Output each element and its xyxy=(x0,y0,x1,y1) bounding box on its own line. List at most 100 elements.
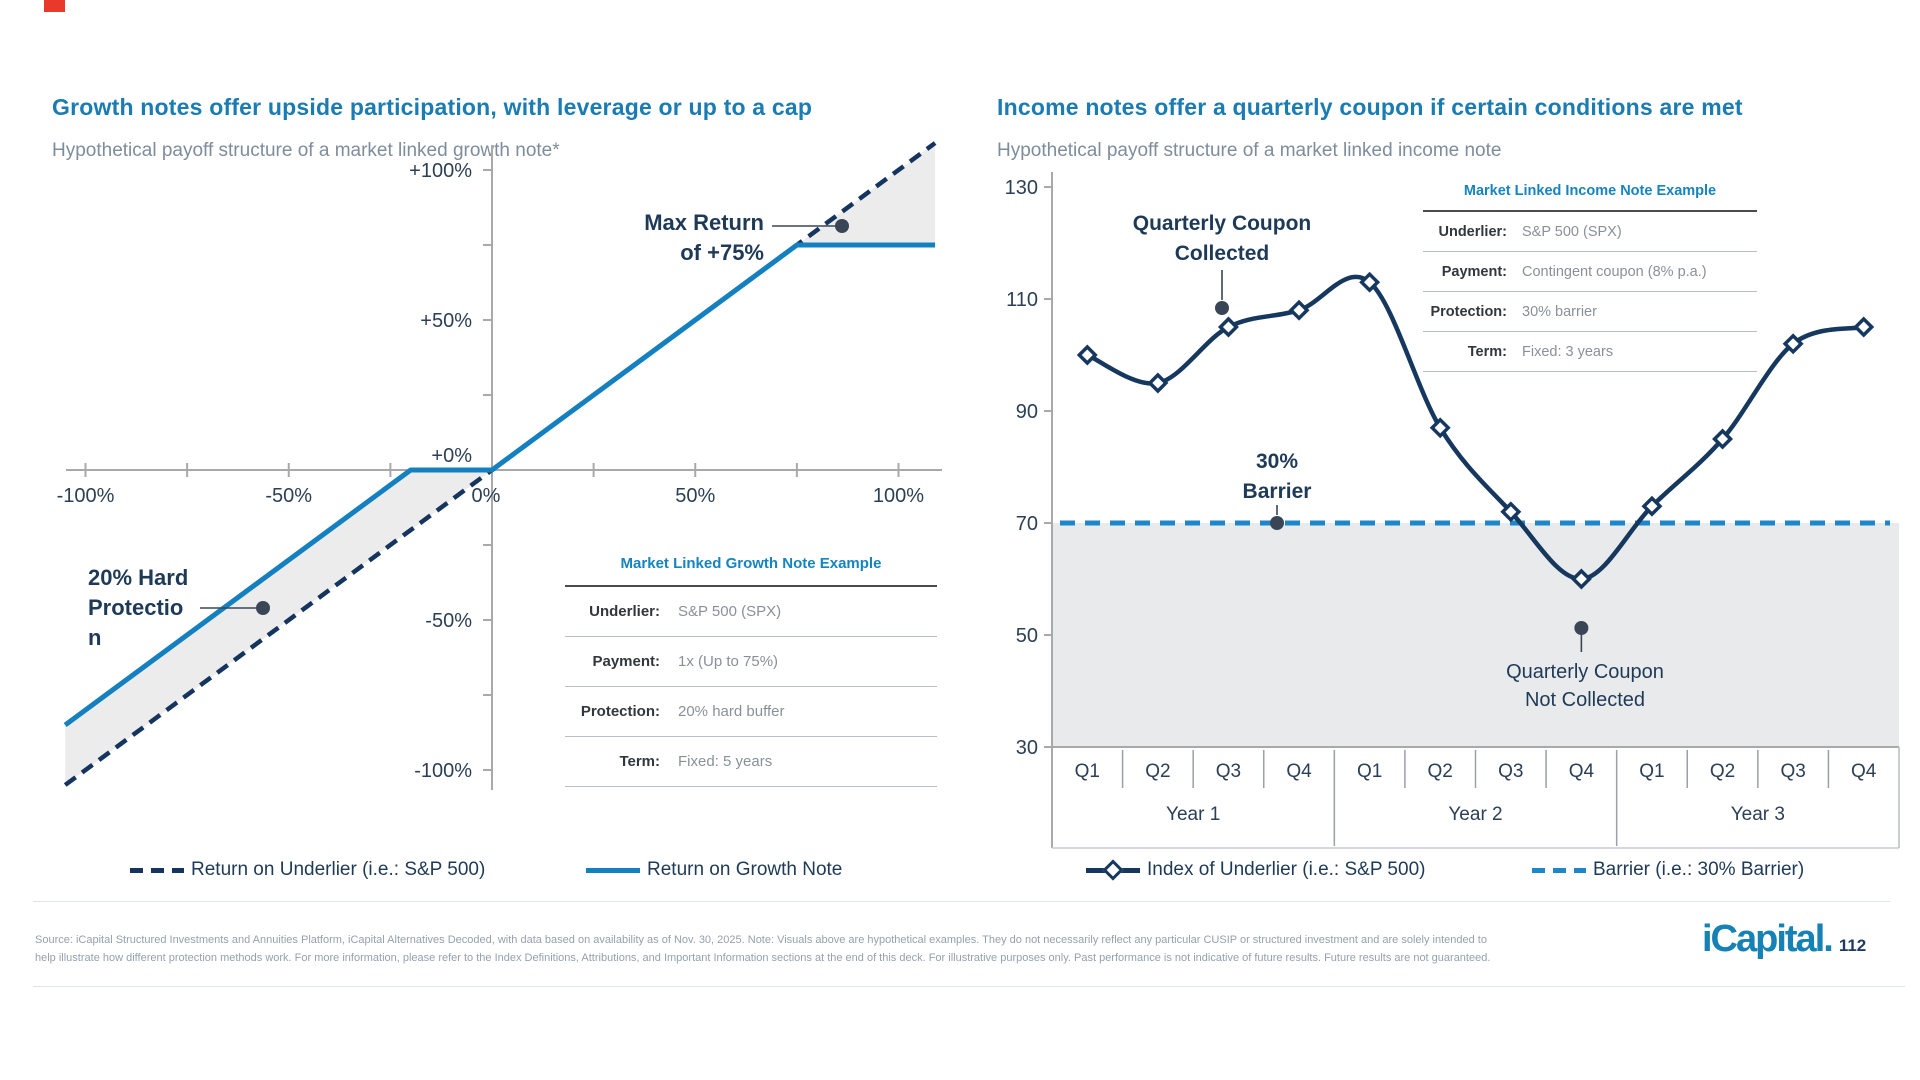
hard-protection-label: Protectio xyxy=(88,595,183,620)
table-row-value: Fixed: 3 years xyxy=(1522,343,1614,360)
table-row: Protection: 30% barrier xyxy=(1423,292,1757,332)
table-row: Term: Fixed: 3 years xyxy=(1423,332,1757,372)
table-row-label: Protection: xyxy=(1430,303,1507,320)
quarter-label: Q1 xyxy=(1075,761,1100,782)
legend-return-on-growth-note: Return on Growth Note xyxy=(586,858,842,882)
quarter-label: Q1 xyxy=(1639,761,1664,782)
data-point-marker xyxy=(1217,316,1239,338)
income-note-table-title: Market Linked Income Note Example xyxy=(1463,183,1717,199)
table-row-label: Term: xyxy=(619,753,660,770)
y-tick-label: 110 xyxy=(1006,289,1038,311)
diamond-line-swatch-icon xyxy=(1086,859,1140,881)
quarter-label: Q3 xyxy=(1216,761,1241,782)
barrier-label: 30% xyxy=(1256,450,1298,473)
quarter-label: Q3 xyxy=(1498,761,1523,782)
legend-index-of-underlier: Index of Underlier (i.e.: S&P 500) xyxy=(1086,858,1425,882)
divider-line xyxy=(33,901,1890,902)
quarter-label: Q2 xyxy=(1428,761,1453,782)
underlier-return-line xyxy=(63,141,937,787)
brand-area: iCapital. 112 xyxy=(1702,918,1866,961)
data-point-marker xyxy=(1712,428,1734,450)
legend-label: Index of Underlier (i.e.: S&P 500) xyxy=(1147,859,1426,880)
y-tick-label: -50% xyxy=(425,610,472,632)
data-point-marker xyxy=(1288,299,1310,321)
data-point-marker xyxy=(1500,501,1522,523)
data-point-marker xyxy=(1359,271,1381,293)
legend-label: Return on Underlier (i.e.: S&P 500) xyxy=(191,859,486,880)
y-tick-label: 70 xyxy=(1016,513,1038,535)
dashed-line-swatch-icon xyxy=(130,867,184,873)
legend-return-on-underlier: Return on Underlier (i.e.: S&P 500) xyxy=(130,858,485,882)
table-row-label: Payment: xyxy=(1441,263,1507,280)
icapital-logo: iCapital. xyxy=(1702,918,1834,960)
quarter-label: Q2 xyxy=(1145,761,1170,782)
y-tick-label: 90 xyxy=(1016,401,1038,423)
income-note-table: Market Linked Income Note Example Underl… xyxy=(1423,176,1757,372)
footer-disclaimer: Source: iCapital Structured Investments … xyxy=(35,931,1675,967)
table-row: Payment: 1x (Up to 75%) xyxy=(565,637,937,687)
x-tick-label: -100% xyxy=(57,485,115,507)
divider-line xyxy=(33,986,1905,987)
data-point-marker xyxy=(1147,372,1169,394)
data-point-marker xyxy=(1429,417,1451,439)
x-tick-label: 100% xyxy=(873,485,924,507)
max-return-label: Max Return xyxy=(644,210,764,235)
right-chart-subtitle: Hypothetical payoff structure of a marke… xyxy=(997,140,1502,161)
coupon-collected-dot xyxy=(1215,301,1229,315)
dashed-line-swatch-icon xyxy=(1532,867,1586,873)
y-tick-label: +50% xyxy=(420,310,472,332)
table-row: Underlier: S&P 500 (SPX) xyxy=(565,587,937,637)
footer-line-2: help illustrate how different protection… xyxy=(35,952,1491,964)
growth-note-table: Market Linked Growth Note Example Underl… xyxy=(565,549,937,787)
table-row-value: Contingent coupon (8% p.a.) xyxy=(1522,263,1707,280)
table-row-label: Protection: xyxy=(580,703,660,720)
table-row-label: Underlier: xyxy=(589,603,660,620)
hard-protection-label: 20% Hard xyxy=(88,565,188,590)
barrier-dot xyxy=(1270,516,1284,530)
hard-protection-dot xyxy=(256,601,270,615)
year-label: Year 3 xyxy=(1731,804,1785,825)
table-row-value: 1x (Up to 75%) xyxy=(678,653,779,670)
data-point-marker xyxy=(1853,316,1875,338)
coupon-not-collected-dot xyxy=(1574,621,1589,635)
coupon-not-collected-label: Quarterly Coupon xyxy=(1506,661,1664,683)
data-point-marker xyxy=(1570,568,1592,590)
growth-note-payoff-chart: -100% -50% 0% 50% 100% +100% +50% +0% -50% -100% M… xyxy=(57,141,942,790)
table-row: Payment: Contingent coupon (8% p.a.) xyxy=(1423,252,1757,292)
coupon-not-collected-label: Not Collected xyxy=(1525,689,1645,711)
data-point-marker xyxy=(1782,333,1804,355)
max-return-label: of +75% xyxy=(680,240,764,265)
legend-label: Barrier (i.e.: 30% Barrier) xyxy=(1593,859,1805,880)
barrier-label: Barrier xyxy=(1243,480,1312,503)
quarter-label: Q4 xyxy=(1569,761,1595,782)
table-row-value: S&P 500 (SPX) xyxy=(678,603,782,620)
x-tick-label: 50% xyxy=(675,485,715,507)
right-chart-title: Income notes offer a quarterly coupon if… xyxy=(997,94,1743,120)
income-note-chart: 130 110 90 70 50 30 Q1 Q2 Q3 Q4 Q1 Q2 Q3 Q4 Q1 Q2 Q3 Q4 Ye… xyxy=(1005,172,1900,849)
quarter-label: Q4 xyxy=(1851,761,1877,782)
left-chart-subtitle: Hypothetical payoff structure of a marke… xyxy=(52,140,560,161)
solid-line-swatch-icon xyxy=(586,867,640,873)
y-tick-label: 30 xyxy=(1016,737,1038,759)
y-tick-label: 130 xyxy=(1005,177,1038,199)
x-tick-label: 0% xyxy=(472,485,501,507)
below-barrier-region xyxy=(1052,523,1899,747)
table-row-value: Fixed: 5 years xyxy=(678,753,773,770)
quarter-label: Q1 xyxy=(1357,761,1382,782)
table-row: Term: Fixed: 5 years xyxy=(565,737,937,787)
footer-line-1: Source: iCapital Structured Investments … xyxy=(35,934,1487,946)
table-row: Protection: 20% hard buffer xyxy=(565,687,937,737)
growth-note-table-title: Market Linked Growth Note Example xyxy=(620,555,882,572)
quarter-label: Q4 xyxy=(1286,761,1312,782)
y-tick-label: 50 xyxy=(1016,625,1038,647)
y-tick-label: +0% xyxy=(431,445,472,467)
table-row: Underlier: S&P 500 (SPX) xyxy=(1423,212,1757,252)
slide-accent-mark xyxy=(44,0,65,12)
coupon-collected-label: Quarterly Coupon xyxy=(1133,212,1312,235)
quarter-label: Q2 xyxy=(1710,761,1735,782)
y-tick-label: -100% xyxy=(414,760,472,782)
data-point-marker xyxy=(1076,344,1098,366)
y-tick-label: +100% xyxy=(409,160,472,182)
coupon-collected-label: Collected xyxy=(1175,242,1270,265)
